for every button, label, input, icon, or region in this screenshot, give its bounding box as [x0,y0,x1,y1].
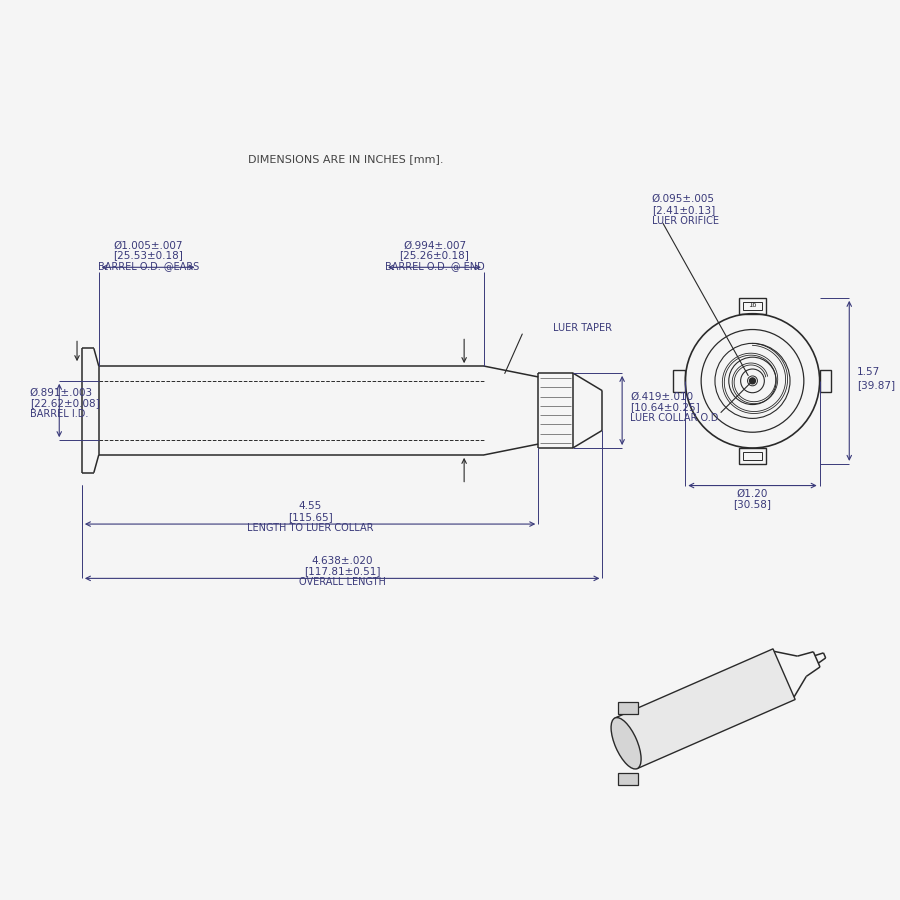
Bar [742,302,762,310]
Text: [115.65]: [115.65] [288,512,332,522]
Text: LUER COLLAR O.D.: LUER COLLAR O.D. [630,413,722,423]
Text: 16: 16 [748,302,757,308]
Text: 4.55: 4.55 [299,501,321,511]
Text: [22.62±0.08]: [22.62±0.08] [30,399,99,409]
Text: Ø1.005±.007: Ø1.005±.007 [113,240,183,250]
Text: BARREL I.D.: BARREL I.D. [30,410,88,419]
Text: Ø.419±.010: Ø.419±.010 [630,392,693,401]
Text: Ø.891±.003: Ø.891±.003 [30,388,93,398]
Text: LUER ORIFICE: LUER ORIFICE [652,216,719,226]
Text: Ø.095±.005: Ø.095±.005 [652,194,715,204]
Text: [25.53±0.18]: [25.53±0.18] [113,250,183,260]
Text: [30.58]: [30.58] [734,500,771,509]
Text: DIMENSIONS ARE IN INCHES [mm].: DIMENSIONS ARE IN INCHES [mm]. [248,154,444,164]
Text: [117.81±0.51]: [117.81±0.51] [304,566,381,577]
Text: Ø1.20: Ø1.20 [737,489,769,499]
Text: Ø.994±.007: Ø.994±.007 [403,240,466,250]
Text: BARREL O.D. @ END: BARREL O.D. @ END [384,261,484,271]
Ellipse shape [611,717,641,769]
Bar [739,448,766,464]
Circle shape [750,378,755,383]
Polygon shape [615,649,796,769]
Text: [10.64±0.25]: [10.64±0.25] [630,402,700,412]
Text: [39.87]: [39.87] [857,380,896,390]
Text: 4.638±.020: 4.638±.020 [311,555,373,565]
Polygon shape [618,702,638,714]
Bar [739,298,766,314]
Text: LUER TAPER: LUER TAPER [553,322,612,332]
Text: 1.57: 1.57 [857,367,880,377]
Text: LENGTH TO LUER COLLAR: LENGTH TO LUER COLLAR [247,523,374,533]
Text: OVERALL LENGTH: OVERALL LENGTH [299,577,385,588]
Bar [820,370,832,392]
Text: [2.41±0.13]: [2.41±0.13] [652,205,715,215]
Polygon shape [618,773,638,785]
Text: [25.26±0.18]: [25.26±0.18] [400,250,470,260]
Text: BARREL O.D. @EARS: BARREL O.D. @EARS [97,261,199,271]
Bar [742,452,762,460]
Bar [673,370,685,392]
